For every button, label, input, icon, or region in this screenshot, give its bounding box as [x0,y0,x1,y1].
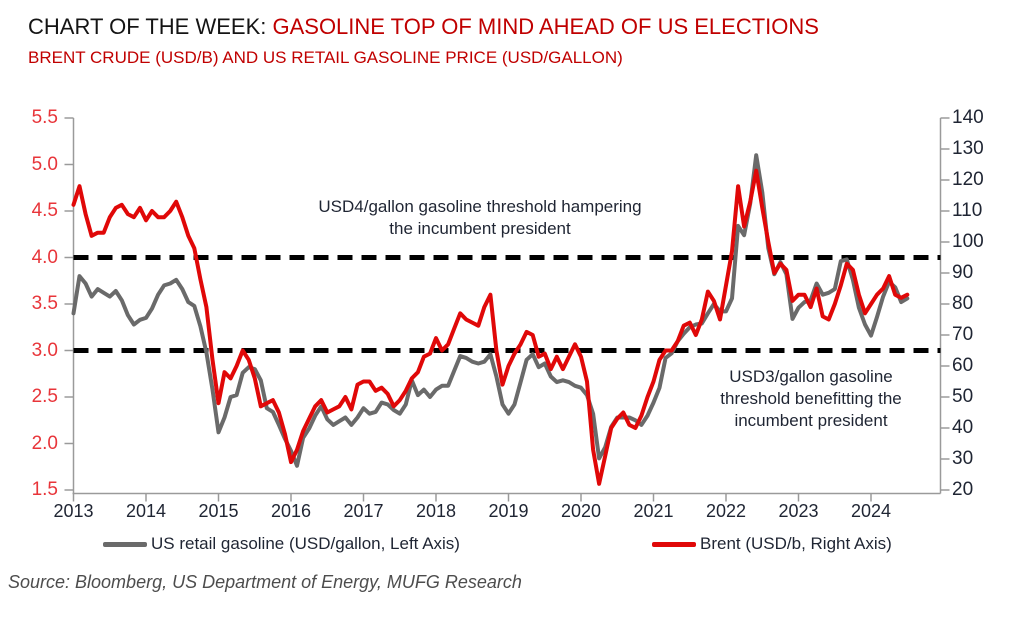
brent-series-line [71,168,910,486]
y-left-tick-label: 4.5 [31,200,58,221]
y-right-tick-label: 140 [952,107,984,128]
y-left-tick-label: 2.5 [31,386,58,407]
source-note: Source: Bloomberg, US Department of Ener… [8,572,522,592]
chart-subtitle: BRENT CRUDE (USD/B) AND US RETAIL GASOLI… [28,48,623,67]
y-left-tick-label: 5.0 [31,153,58,175]
y-left-tick-label: 3.5 [31,293,58,314]
page-title: CHART OF THE WEEK: GASOLINE TOP OF MIND … [28,14,819,40]
y-left-tick-label: 5.5 [31,107,58,128]
legend-label-brent: Brent (USD/b, Right Axis) [700,534,892,553]
y-left-tick-label: 3.0 [31,339,58,361]
y-right-tick-label: 90 [952,262,974,283]
gasoline-line-swatch [103,541,147,547]
x-axis-year-label: 2018 [415,501,457,521]
y-right-tick-label: 80 [952,293,974,314]
x-axis-year-label: 2024 [850,501,892,521]
x-axis-year-label: 2014 [125,501,167,521]
y-right-tick-label: 30 [952,448,974,469]
brent-line-swatch [652,541,696,547]
x-axis-year-label: 2019 [488,501,529,521]
annotation-usd3-threshold: USD3/gallon gasoline threshold benefitti… [720,367,902,430]
y-right-tick-label: 110 [952,200,983,221]
y-right-tick-label: 130 [952,138,984,159]
y-right-tick-label: 60 [952,355,974,376]
y-left-tick-label: 1.5 [31,479,58,500]
x-axis-year-label: 2022 [705,501,747,521]
y-right-tick-label: 120 [952,169,984,190]
annotation-usd4-threshold: USD4/gallon gasoline threshold hampering… [318,197,642,238]
y-right-tick-label: 50 [952,386,974,407]
legend-item-gasoline: US retail gasoline (USD/gallon, Left Axi… [103,531,460,557]
y-right-tick-label: 40 [952,417,974,438]
legend-item-brent: Brent (USD/b, Right Axis) [652,531,892,557]
x-axis-year-label: 2016 [270,501,312,521]
page-title-prefix: CHART OF THE WEEK: [28,14,273,39]
y-right-tick-label: 100 [952,231,984,252]
legend-label-gasoline: US retail gasoline (USD/gallon, Left Axi… [151,534,460,553]
x-axis-year-label: 2013 [53,501,94,521]
x-axis-year-label: 2015 [198,501,239,521]
x-axis-year-label: 2020 [560,501,602,521]
x-axis-year-label: 2021 [633,501,674,521]
y-right-tick-label: 70 [952,324,974,345]
page-title-main: GASOLINE TOP OF MIND AHEAD OF US ELECTIO… [272,14,819,39]
y-right-tick-label: 20 [952,479,974,500]
y-left-tick-label: 4.0 [31,246,58,268]
x-axis-year-label: 2017 [343,501,384,521]
y-left-tick-label: 2.0 [31,432,58,454]
x-axis-year-label: 2023 [778,501,819,521]
chart-legend: US retail gasoline (USD/gallon, Left Axi… [0,531,1022,557]
